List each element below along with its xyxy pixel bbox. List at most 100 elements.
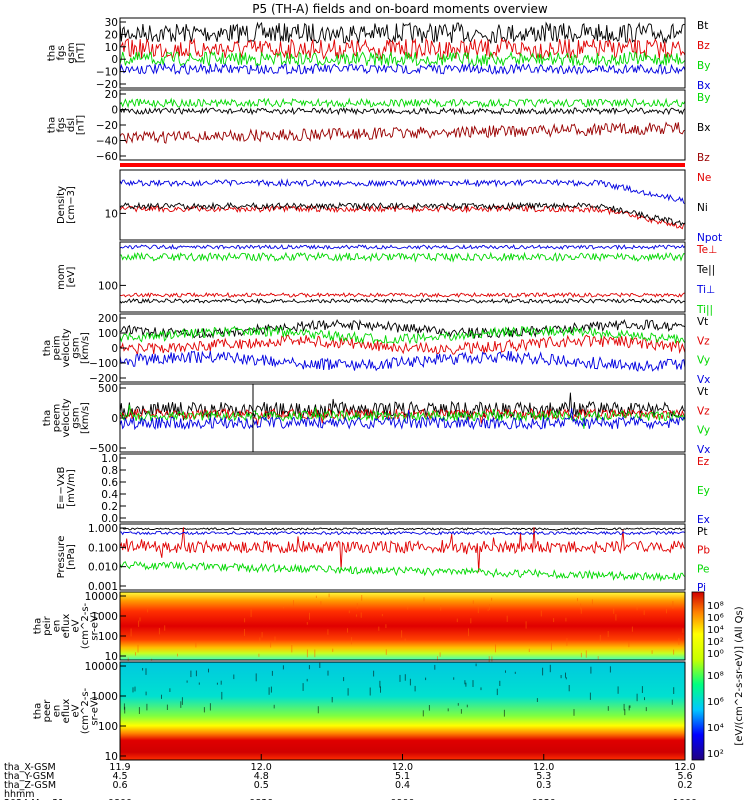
spectrogram-texture — [216, 682, 218, 685]
colorbar: [eV/(cm^2-s-sr-eV)] (All Qs) — [691, 591, 745, 761]
y-axis-label-line: peim — [52, 335, 63, 360]
legend-Bx: Bx — [697, 122, 710, 134]
panels-layer: 3020100−10−20thafgsgsm[nT]BtBzByBx200−20… — [33, 17, 724, 763]
legend-Bx: Bx — [697, 80, 710, 92]
spectrogram-texture — [142, 668, 144, 671]
panel-frame — [119, 591, 686, 661]
spectrogram-texture — [472, 680, 474, 687]
spectrogram-texture — [195, 642, 197, 648]
legend-Vt: Vt — [697, 316, 708, 328]
y-tick-label: 0 — [111, 54, 118, 66]
series-Pb — [119, 526, 686, 573]
spectrogram-texture — [477, 606, 479, 614]
spectrogram-texture — [495, 644, 496, 653]
spectrogram-texture — [261, 632, 263, 638]
spectrogram-texture — [460, 709, 462, 714]
y-axis-label: thapeemvelocitygsm[km/s] — [42, 398, 91, 437]
y-axis-label-line: peem — [52, 404, 63, 432]
spectrogram-texture — [636, 693, 638, 702]
colorbar-tick-label: 10⁶ — [707, 697, 724, 708]
legend-Pb: Pb — [697, 545, 710, 557]
y-axis-label-line: peir — [42, 615, 53, 635]
y-axis-label-line: eflux — [61, 699, 72, 724]
series-Vz — [119, 334, 686, 355]
series-Te⊥ — [119, 291, 686, 299]
spectrogram-texture — [308, 665, 310, 670]
legend-Te||: Te|| — [696, 264, 715, 276]
spectrogram-texture — [487, 608, 489, 612]
legend-By: By — [697, 92, 710, 104]
panel-frame — [119, 17, 686, 89]
y-axis-label-line: tha — [33, 703, 44, 719]
spectrogram-texture — [456, 618, 458, 623]
legend-Vx: Vx — [697, 444, 710, 456]
legend-Bt: Bt — [697, 20, 708, 32]
y-tick-label: 0.0 — [101, 513, 118, 525]
y-axis-label-line: velocity — [61, 328, 72, 367]
spectrogram-texture — [186, 680, 188, 683]
spectrogram-texture — [503, 709, 505, 717]
spectrogram-texture — [244, 618, 246, 623]
spectrogram-texture — [291, 645, 293, 653]
series-Ne — [119, 204, 686, 230]
spectrogram-texture — [135, 652, 136, 656]
spectrogram-texture — [607, 631, 609, 638]
spectrogram-texture — [597, 656, 599, 660]
spectrogram-texture — [491, 597, 493, 601]
time-tick-label: 1000 — [673, 798, 697, 800]
y-tick-label: 1000 — [91, 611, 118, 623]
spectrogram-texture — [447, 708, 449, 712]
spectrogram-texture — [468, 628, 469, 637]
series-Vy — [119, 404, 686, 429]
spectrogram-texture — [258, 653, 260, 657]
y-tick-label: −40 — [96, 136, 118, 148]
panel-peer-spectrogram: 10000 1000 100 10 thapeerenefluxeV(cm^2-s-sr… — [33, 661, 724, 763]
spectrogram-texture — [437, 656, 438, 661]
spectrogram-texture — [274, 636, 276, 643]
spectrogram-texture — [409, 678, 411, 686]
spectrogram-texture — [489, 604, 490, 610]
spectrogram-texture — [440, 605, 442, 611]
spectrogram-texture — [628, 705, 630, 711]
spectrogram-texture — [138, 707, 140, 714]
spectrogram-texture — [580, 652, 582, 658]
series-Ti⊥ — [119, 243, 686, 251]
legend-By: By — [697, 60, 710, 72]
series-Pt — [119, 527, 686, 531]
panel-peim-velocity: 200 100 0 −100 −200 thapeimvelocitygsm[km/s] V… — [42, 313, 710, 386]
y-axis-label-line: [cm−3] — [66, 186, 77, 224]
series-Pi — [119, 530, 686, 536]
spectrogram-texture — [379, 680, 381, 688]
spectrogram-texture — [282, 665, 284, 670]
spectrogram-texture — [180, 701, 182, 708]
legend-Ti||: Ti|| — [696, 304, 713, 316]
series-Ni — [119, 201, 686, 227]
spectrogram-texture — [470, 618, 472, 624]
series-Vy — [119, 325, 686, 345]
colorbar-tick-label: 10⁸ — [707, 601, 724, 612]
spectrogram-texture — [169, 688, 171, 692]
y-tick-label: 10000 — [85, 591, 118, 603]
spectrogram-texture — [573, 709, 575, 716]
spectrogram-texture — [465, 682, 467, 687]
y-tick-label: 10000 — [85, 661, 118, 673]
time-row-value: 4.8 — [254, 771, 269, 782]
spectrogram-texture — [514, 671, 516, 674]
spectrogram-texture — [380, 686, 381, 693]
spectrogram-texture — [624, 709, 626, 716]
spectrogram-texture — [673, 649, 675, 655]
y-axis-label-line: peer — [42, 699, 53, 723]
spectrogram-texture — [270, 640, 272, 648]
time-row-value: 5.6 — [677, 771, 692, 782]
spectrogram-texture — [145, 691, 147, 696]
spectrogram-texture — [550, 642, 552, 651]
spectrogram-texture — [283, 605, 284, 609]
panel-peem-velocity: 500 0 −500 thapeemvelocitygsm[km/s] Vt Vz Vy Vx — [42, 383, 710, 456]
y-tick-label: 100 — [98, 721, 118, 733]
panel-frame — [119, 241, 686, 313]
legend-Npot: Npot — [697, 232, 722, 244]
spectrogram-texture — [553, 618, 555, 623]
legend-Bz: Bz — [697, 40, 710, 52]
colorbar-label: [eV/(cm^2-s-sr-eV)] (All Qs) — [734, 606, 745, 745]
spectrogram-texture — [123, 703, 125, 710]
